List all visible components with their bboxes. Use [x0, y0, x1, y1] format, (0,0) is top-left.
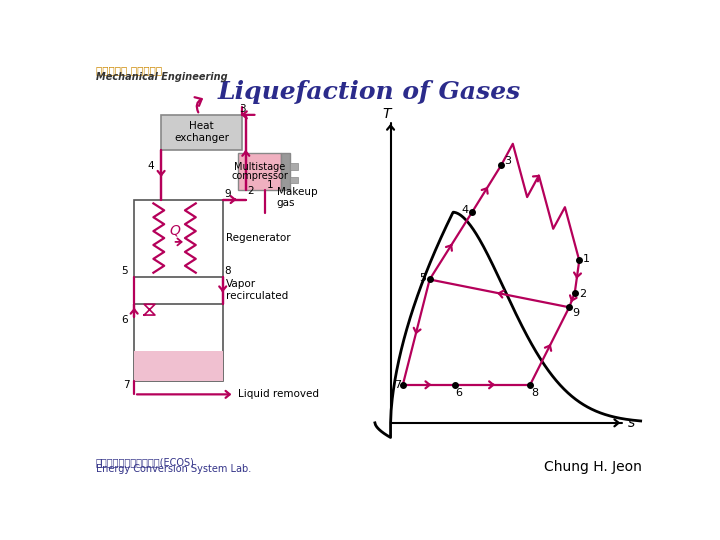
Text: 7: 7 [394, 380, 401, 390]
Bar [161, 115, 242, 150]
Bar [134, 303, 222, 381]
Text: 에너지변환시스템연구실(ECOS): 에너지변환시스템연구실(ECOS) [96, 457, 194, 467]
Text: 5: 5 [122, 266, 128, 276]
Text: Multistage: Multistage [234, 162, 285, 172]
Text: 2: 2 [248, 186, 254, 196]
Text: 2: 2 [579, 289, 586, 299]
Text: T: T [382, 107, 391, 121]
Text: 1: 1 [583, 254, 590, 264]
Bar [290, 164, 298, 170]
Text: 5: 5 [420, 273, 427, 283]
Text: 9: 9 [224, 189, 231, 199]
Text: Mechanical Engineering: Mechanical Engineering [96, 72, 228, 83]
Text: 8: 8 [531, 388, 539, 399]
Text: 4: 4 [462, 205, 469, 215]
Text: 부산대학교 기계공학부: 부산대학교 기계공학부 [96, 65, 162, 75]
Text: Liquefaction of Gases: Liquefaction of Gases [217, 80, 521, 104]
Text: Heat
exchanger: Heat exchanger [174, 122, 229, 143]
Bar [238, 153, 282, 190]
Bar [282, 153, 290, 190]
Text: 8: 8 [224, 266, 231, 276]
Bar [134, 351, 222, 381]
Bar [134, 200, 222, 276]
Text: 6: 6 [455, 388, 462, 399]
Text: s: s [628, 416, 635, 430]
Text: Chung H. Jeon: Chung H. Jeon [544, 461, 642, 475]
Text: 3: 3 [240, 104, 246, 114]
Text: Makeup
gas: Makeup gas [276, 187, 318, 208]
Text: Energy Conversion System Lab.: Energy Conversion System Lab. [96, 464, 251, 475]
Text: Vapor
recirculated: Vapor recirculated [226, 279, 288, 301]
Bar [290, 177, 298, 184]
Text: 6: 6 [122, 315, 128, 325]
Text: Liquid removed: Liquid removed [238, 389, 319, 400]
Text: 9: 9 [572, 308, 580, 319]
Text: 7: 7 [123, 380, 130, 390]
Text: 4: 4 [148, 161, 154, 171]
Text: compressor: compressor [231, 171, 288, 181]
Text: 3: 3 [504, 156, 511, 166]
Text: $Q$: $Q$ [168, 222, 181, 238]
Text: 1: 1 [266, 180, 273, 190]
Text: Regenerator: Regenerator [226, 233, 290, 243]
